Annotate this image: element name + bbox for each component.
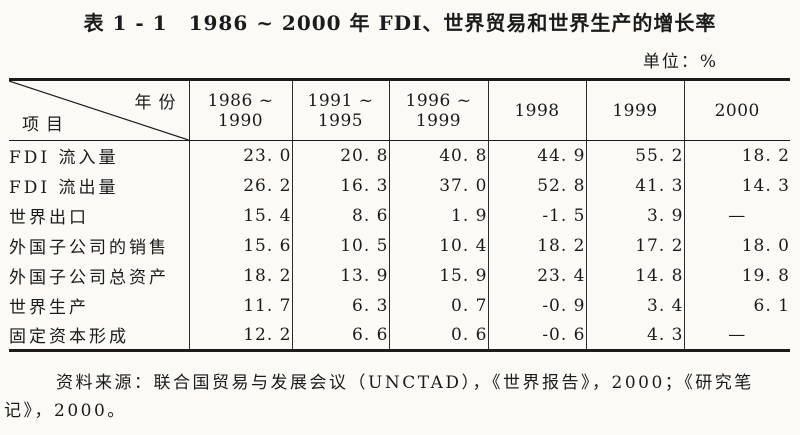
table-row: 世界出口 15. 4 8. 6 1. 9 -1. 5 3. 9 —	[9, 200, 790, 231]
table-row: 外国子公司的销售 15. 6 10. 5 10. 4 18. 2 17. 2 18. 0	[9, 230, 790, 261]
value-cell: 4. 3	[586, 320, 685, 351]
value-cell: 15. 6	[189, 230, 293, 261]
value-cell: 12. 2	[189, 320, 293, 351]
value-cell: 15. 9	[389, 260, 489, 291]
value-cell: 26. 2	[189, 170, 293, 201]
value-cell: 23. 0	[189, 140, 293, 171]
value-cell: 20. 8	[292, 140, 390, 171]
value-cell: 0. 7	[389, 290, 489, 321]
value-cell: 18. 2	[189, 260, 293, 291]
value-cell: 37. 0	[389, 170, 489, 201]
value-cell: 40. 8	[389, 140, 489, 171]
column-header: 1999	[586, 79, 685, 141]
source-note-line-1: 资料来源：联合国贸易与发展会议（UNCTAD），《世界报告》，2000；《研究笔	[56, 373, 754, 393]
value-cell: 18. 2	[488, 230, 587, 261]
table-row: 世界生产 11. 7 6. 3 0. 7 -0. 9 3. 4 6. 1	[9, 290, 790, 321]
value-cell: 41. 3	[586, 170, 685, 201]
value-cell: 11. 7	[189, 290, 293, 321]
column-header: 1991 ~ 1995	[292, 79, 390, 141]
value-cell: —	[728, 205, 747, 226]
column-header: 1986 ~ 1990	[189, 79, 293, 141]
value-cell: 14. 3	[741, 175, 790, 196]
table-row: 固定资本形成 12. 2 6. 6 0. 6 -0. 6 4. 3 —	[9, 320, 790, 351]
value-cell: 10. 5	[292, 230, 390, 261]
value-cell: -1. 5	[488, 200, 587, 231]
table-row: 外国子公司总资产 18. 2 13. 9 15. 9 23. 4 14. 8 19. 8	[9, 260, 790, 291]
value-cell: 0. 6	[389, 320, 489, 351]
value-cell: 14. 8	[586, 260, 685, 291]
value-cell: 13. 9	[292, 260, 390, 291]
unit-label: 单位：%	[642, 52, 718, 72]
row-label: FDI 流入量	[9, 140, 190, 171]
value-cell: 3. 9	[586, 200, 685, 231]
corner-label-item: 项目	[22, 115, 70, 135]
value-cell: 10. 4	[389, 230, 489, 261]
source-note-line-2: 记》，2000。	[4, 401, 127, 421]
value-cell: 18. 2	[741, 145, 790, 166]
row-label: 外国子公司的销售	[9, 230, 190, 261]
value-cell: 55. 2	[586, 140, 685, 171]
value-cell: 3. 4	[586, 290, 685, 321]
row-label: 固定资本形成	[9, 320, 190, 351]
row-label: 世界出口	[9, 200, 190, 231]
value-cell: 18. 0	[741, 235, 790, 256]
table-body: FDI 流入量 23. 0 20. 8 40. 8 44. 9 55. 2 18. 2 FDI…	[9, 140, 790, 351]
value-cell: 6. 3	[292, 290, 390, 321]
value-cell: -0. 9	[488, 290, 587, 321]
value-cell: 52. 8	[488, 170, 587, 201]
column-header: 2000	[684, 79, 790, 141]
value-cell: 6. 6	[292, 320, 390, 351]
row-label: 世界生产	[9, 290, 190, 321]
value-cell: 23. 4	[488, 260, 587, 291]
diagonal-divider-line	[9, 81, 189, 140]
value-cell: -0. 6	[488, 320, 587, 351]
value-cell: 8. 6	[292, 200, 390, 231]
value-cell: 15. 4	[189, 200, 293, 231]
corner-cell: 年份 项目	[9, 79, 190, 141]
growth-rate-table: 年份 项目 1986 ~ 1990 1991 ~ 1995 1996 ~ 1999 1…	[9, 78, 790, 352]
table-row: FDI 流入量 23. 0 20. 8 40. 8 44. 9 55. 2 18. 2	[9, 140, 790, 171]
table-title: 表 1 - 1 1986 ~ 2000 年 FDI、世界贸易和世界生产的增长率	[83, 11, 717, 35]
column-header: 1996 ~ 1999	[389, 79, 489, 141]
value-cell: 17. 2	[586, 230, 685, 261]
header-row: 年份 项目 1986 ~ 1990 1991 ~ 1995 1996 ~ 1999 1…	[9, 79, 790, 141]
value-cell: —	[728, 324, 747, 345]
corner-label-year: 年份	[134, 93, 183, 113]
value-cell: 1. 9	[389, 200, 489, 231]
value-cell: 44. 9	[488, 140, 587, 171]
row-label: FDI 流出量	[9, 170, 190, 201]
table-row: FDI 流出量 26. 2 16. 3 37. 0 52. 8 41. 3 14. 3	[9, 170, 790, 201]
value-cell: 6. 1	[753, 295, 790, 316]
source-note: 资料来源：联合国贸易与发展会议（UNCTAD），《世界报告》，2000；《研究笔…	[4, 369, 790, 425]
column-header: 1998	[488, 79, 587, 141]
row-label: 外国子公司总资产	[9, 260, 190, 291]
value-cell: 19. 8	[741, 265, 790, 286]
value-cell: 16. 3	[292, 170, 390, 201]
